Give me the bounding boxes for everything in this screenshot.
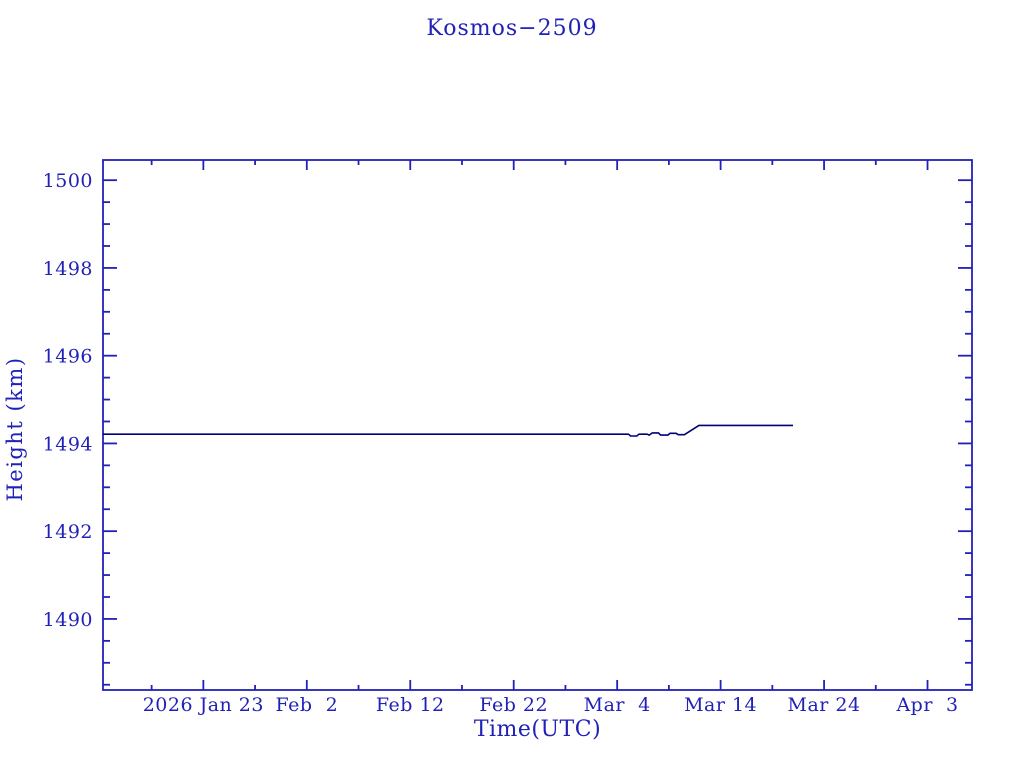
x-tick-label: Feb 2 xyxy=(275,694,338,716)
plot-frame xyxy=(102,159,973,691)
x-tick-label: Apr 3 xyxy=(895,694,958,716)
x-tick-label: 2026 Jan 23 xyxy=(143,694,264,716)
x-tick-label: Feb 12 xyxy=(376,694,445,716)
x-tick-label: Feb 22 xyxy=(479,694,548,716)
x-axis-title: Time(UTC) xyxy=(473,717,602,742)
chart-title: Kosmos−2509 xyxy=(426,16,598,41)
y-axis-title: Height (km) xyxy=(3,356,27,502)
y-tick-label: 1498 xyxy=(43,258,93,280)
y-tick-label: 1494 xyxy=(43,433,93,455)
height-series-line xyxy=(103,424,793,437)
x-tick-label: Mar 14 xyxy=(684,694,757,716)
y-tick-label: 1492 xyxy=(43,521,93,543)
y-tick-label: 1496 xyxy=(43,346,93,368)
y-tick-label: 1490 xyxy=(43,609,93,631)
x-tick-label: Mar 24 xyxy=(788,694,861,716)
y-tick-label: 1500 xyxy=(43,170,93,192)
x-tick-label: Mar 4 xyxy=(584,694,651,716)
